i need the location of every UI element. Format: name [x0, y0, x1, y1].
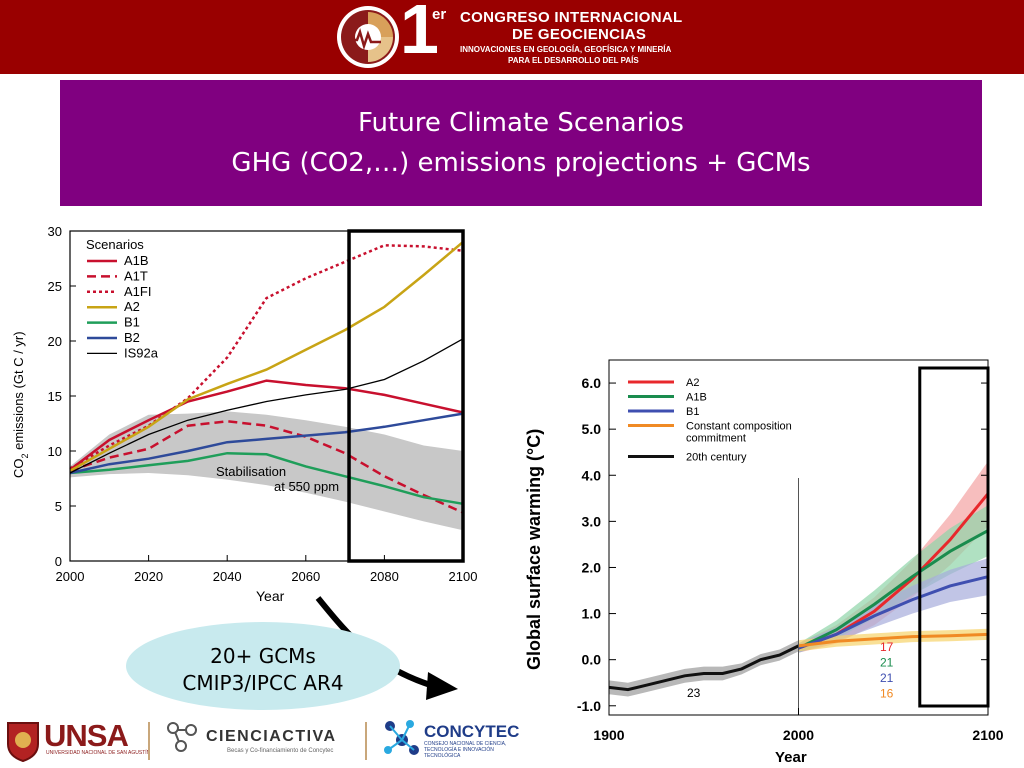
x-axis-label-right: Year — [775, 749, 807, 766]
series-line — [797, 575, 989, 650]
series-line-a1fi — [69, 244, 464, 470]
legend-label: A1B — [124, 253, 149, 268]
highlight-box-left — [347, 229, 465, 563]
legend-label: B1 — [124, 315, 140, 330]
series-line-b1 — [69, 451, 464, 506]
legend-label: IS92a — [124, 345, 159, 360]
callout-line-2: CMIP3/IPCC AR4 — [182, 671, 344, 695]
header-line-4: PARA EL DESARROLLO DEL PAÍS — [508, 56, 639, 65]
model-count-label: 21 — [880, 656, 894, 670]
stabilisation-band — [70, 411, 463, 531]
y-tick-label: 3.0 — [582, 513, 602, 529]
x-tick-label: 2060 — [291, 569, 320, 584]
series-line — [798, 632, 989, 648]
y-tick-label: 1.0 — [582, 606, 602, 622]
model-count-label: 17 — [880, 640, 894, 654]
footer-divider — [365, 722, 367, 760]
x-axis-label-left: Year — [256, 588, 285, 604]
header-line-2: DE GEOCIENCIAS — [512, 26, 647, 43]
title-box: Future Climate Scenarios GHG (CO2,…) emi… — [60, 80, 982, 206]
legend-label: Constant composition — [686, 421, 792, 433]
legend-label: A1B — [686, 392, 707, 404]
series-line-a1b — [69, 379, 464, 471]
legend-label: A2 — [124, 299, 140, 314]
logo-number: 1 — [400, 0, 439, 68]
x-tick-label: 2100 — [449, 569, 478, 584]
cienciactiva-logo-text: CIENCIACTIVA — [206, 728, 337, 745]
footer-divider — [148, 722, 150, 760]
unsa-logo-text: UNSA — [44, 718, 129, 753]
legend-label: A2 — [686, 377, 699, 389]
concytec-subtitle: CONSEJO NACIONAL DE CIENCIA, TECNOLOGÍA … — [424, 741, 507, 759]
legend-label: commitment — [686, 433, 746, 445]
legend-label: B2 — [124, 330, 140, 345]
band-label-1: Stabilisation — [216, 464, 286, 479]
y-tick-label: 10 — [48, 444, 62, 459]
header-line-1: CONGRESO INTERNACIONAL — [460, 9, 683, 26]
y-tick-label: 4.0 — [582, 467, 602, 483]
title-line-2: GHG (CO2,…) emissions projections + GCMs — [231, 148, 811, 178]
header-banner: 1 er CONGRESO INTERNACIONAL DE GEOCIENCI… — [0, 0, 1024, 74]
y-tick-label: 6.0 — [582, 375, 602, 391]
congress-logo-icon — [337, 6, 399, 68]
y-tick-label: 15 — [48, 389, 62, 404]
series-line-a2 — [69, 241, 464, 472]
uncertainty-band — [798, 505, 988, 653]
series-line — [797, 529, 989, 650]
y-tick-label: 2.0 — [582, 559, 602, 575]
concytec-logo-text: CONCYTEC — [424, 722, 520, 741]
y-tick-label: 25 — [48, 279, 62, 294]
cienciactiva-icon — [167, 722, 197, 752]
unsa-subtitle: UNIVERSIDAD NACIONAL DE SAN AGUSTÍN — [46, 750, 151, 756]
cienciactiva-subtitle: Becas y Co-financiamiento de Concytec — [227, 748, 334, 754]
model-count-label: 16 — [880, 687, 894, 701]
x-tick-label: 2000 — [56, 569, 85, 584]
logo-superscript: er — [432, 6, 447, 23]
x-tick-label: 2100 — [972, 727, 1003, 743]
y-tick-label: 0.0 — [582, 652, 602, 668]
y-tick-label: 20 — [48, 334, 62, 349]
header-line-3: INNOVACIONES EN GEOLOGÍA, GEOFÍSICA Y MI… — [460, 45, 672, 54]
x-tick-label: 2000 — [783, 727, 814, 743]
highlight-box-right — [918, 366, 990, 708]
y-tick-label: 5 — [55, 499, 62, 514]
series-line-is92a — [69, 338, 464, 474]
x-tick-label: 2040 — [213, 569, 242, 584]
callout-line-1: 20+ GCMs — [210, 644, 316, 668]
band-label-2: at 550 ppm — [274, 479, 339, 494]
x-tick-label: 1900 — [593, 727, 624, 743]
legend-label: B1 — [686, 406, 699, 418]
y-tick-label: -1.0 — [577, 698, 601, 714]
y-axis-label-left: CO2 emissions (Gt C / yr) — [11, 331, 30, 478]
concytec-icon — [384, 720, 419, 755]
x-tick-label: 2020 — [134, 569, 163, 584]
y-tick-label: 30 — [48, 224, 62, 239]
unsa-shield-icon — [7, 722, 39, 762]
series-line-b2 — [69, 412, 464, 475]
legend-title: Scenarios — [86, 237, 144, 252]
y-tick-label: 0 — [55, 554, 62, 569]
title-line-1: Future Climate Scenarios — [358, 108, 684, 138]
model-count-label: 21 — [880, 671, 894, 685]
legend-label: 20th century — [686, 452, 747, 464]
y-tick-label: 5.0 — [582, 421, 602, 437]
series-line — [608, 644, 800, 692]
legend-label: A1FI — [124, 284, 151, 299]
x-tick-label: 2080 — [370, 569, 399, 584]
y-axis-label-right: Global surface warming (°C) — [524, 429, 544, 670]
legend-label: A1T — [124, 268, 148, 283]
model-count-20th: 23 — [687, 686, 701, 700]
gcm-callout: 20+ GCMs CMIP3/IPCC AR4 — [126, 622, 400, 710]
